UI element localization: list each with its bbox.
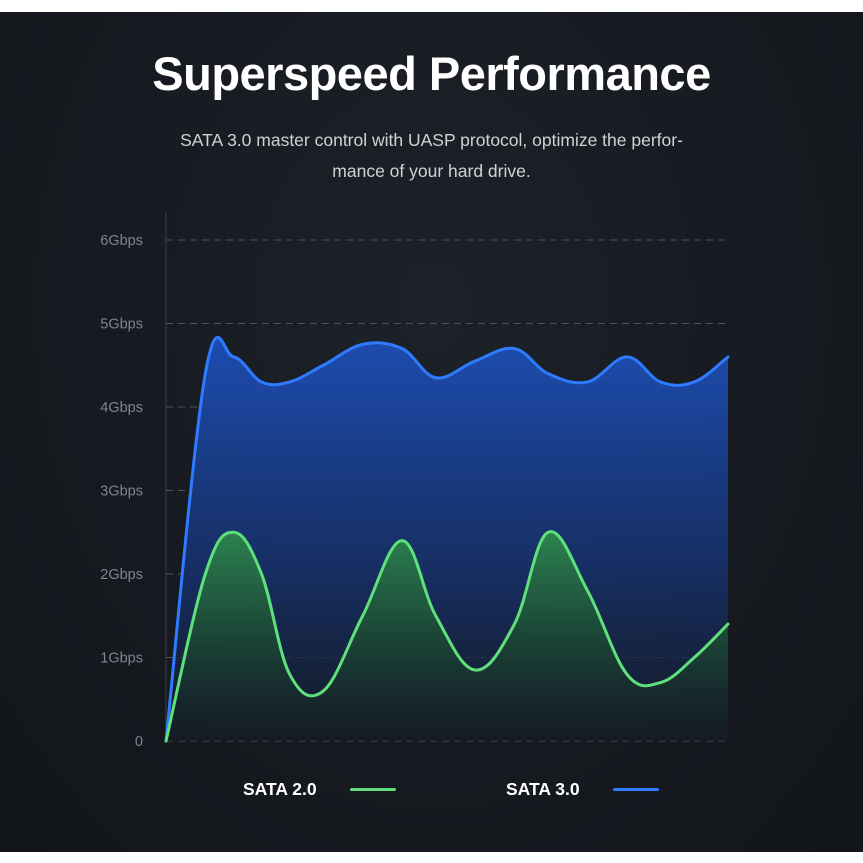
y-tick-label: 2Gbps bbox=[100, 567, 143, 583]
y-tick-label: 5Gbps bbox=[100, 317, 143, 333]
subtitle: SATA 3.0 master control with UASP protoc… bbox=[140, 125, 723, 187]
legend-sata2-line bbox=[350, 788, 396, 791]
performance-chart: 0 1Gbps 2Gbps 3Gbps 4Gbps 5Gbps 6Gbps bbox=[100, 212, 730, 750]
legend-sata3-line bbox=[613, 788, 659, 791]
subtitle-line-2: mance of your hard drive. bbox=[332, 161, 531, 181]
legend-sata2-label: SATA 2.0 bbox=[243, 779, 317, 799]
series-line-sata-2-0 bbox=[164, 530, 730, 743]
y-tick-label: 4Gbps bbox=[100, 400, 143, 416]
y-tick-label: 3Gbps bbox=[100, 484, 143, 500]
chart-panel: Superspeed Performance SATA 3.0 master c… bbox=[0, 12, 863, 852]
subtitle-line-1: SATA 3.0 master control with UASP protoc… bbox=[180, 130, 683, 150]
page-title: Superspeed Performance bbox=[152, 47, 711, 100]
series-area-sata-2-0 bbox=[166, 531, 728, 741]
y-tick-label: 6Gbps bbox=[100, 233, 143, 249]
y-tick-label: 0 bbox=[135, 734, 143, 750]
legend-sata3-label: SATA 3.0 bbox=[506, 779, 580, 799]
series-line-sata-3-0 bbox=[164, 335, 730, 743]
y-tick-label: 1Gbps bbox=[100, 651, 143, 667]
